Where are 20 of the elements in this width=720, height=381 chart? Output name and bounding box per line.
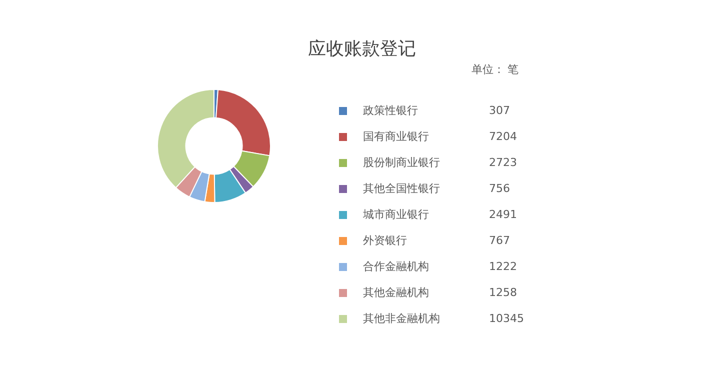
data-label: 756 [489,182,510,195]
data-label: 307 [489,104,510,117]
data-label: 7204 [489,130,517,143]
legend-label: 国有商业银行 [363,130,429,143]
legend-label: 其他全国性银行 [363,182,440,195]
legend-label: 合作金融机构 [363,260,429,273]
data-label: 10345 [489,312,524,325]
legend-label: 政策性银行 [363,104,418,117]
chart-title: 应收账款登记 [308,38,416,60]
legend-label: 其他金融机构 [363,286,429,299]
legend-label: 城市商业银行 [362,208,429,221]
data-label: 2723 [489,156,517,169]
legend-label: 其他非金融机构 [363,312,440,325]
data-label: 1258 [489,286,517,299]
data-label: 2491 [489,208,517,221]
chart-subtitle: 单位： 笔 [471,62,519,76]
legend-label: 外资银行 [363,234,407,247]
data-label: 1222 [489,260,517,273]
data-label: 767 [489,234,510,247]
legend-label: 股份制商业银行 [363,156,440,169]
